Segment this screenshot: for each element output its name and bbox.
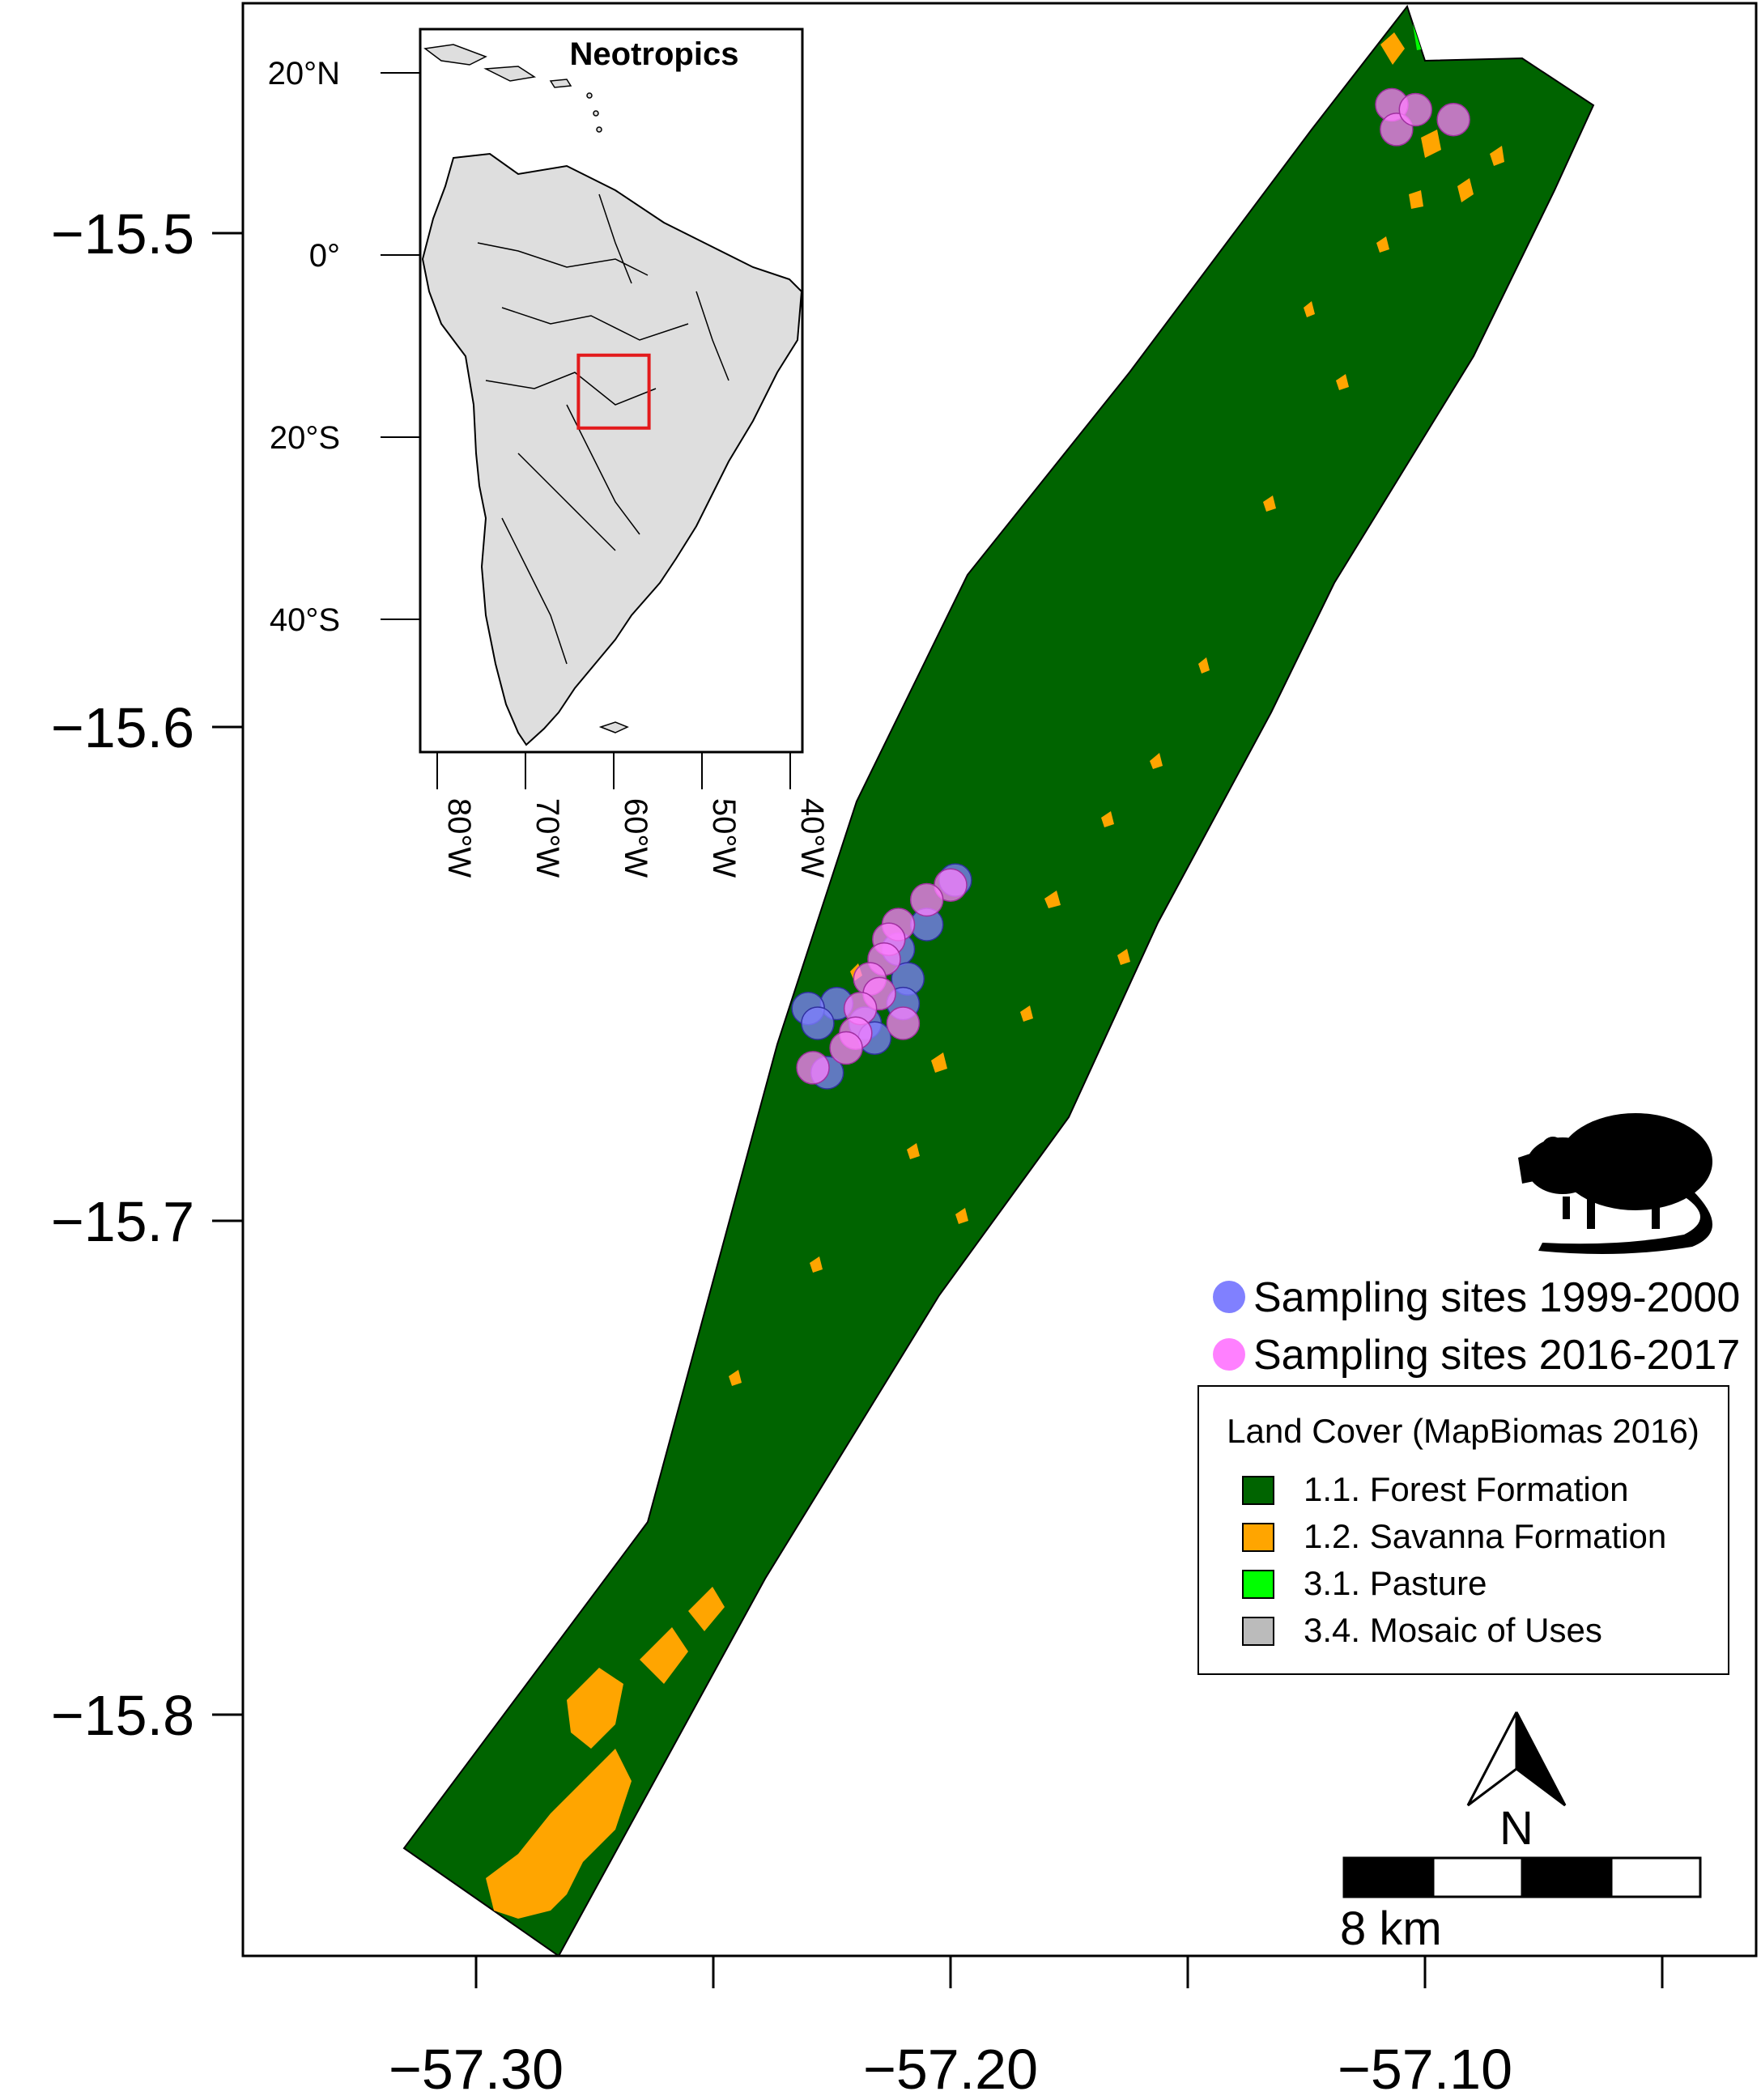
x-tick-label-4: −57.10	[1338, 2038, 1512, 2100]
falkland-islands	[598, 721, 629, 733]
plot-frame	[241, 2, 1758, 1958]
y-tick-label-1: −15.6	[51, 696, 194, 759]
rat-silhouette-icon	[1518, 1113, 1712, 1254]
inset-lat-axis: 20°N 0° 20°S 40°S	[268, 56, 420, 638]
site-2016-1	[909, 882, 944, 917]
sampling-sites	[791, 87, 1470, 1090]
north-arrow-label: N	[1499, 1802, 1533, 1855]
land-cover-label-0: 1.1. Forest Formation	[1304, 1470, 1628, 1508]
land-cover-label-3: 3.4. Mosaic of Uses	[1304, 1611, 1602, 1649]
land-cover-swatch-2	[1242, 1570, 1274, 1599]
inset-title: Neotropics	[570, 36, 739, 72]
study-area-box	[576, 353, 651, 430]
x-tick-label-0: −57.30	[389, 2038, 564, 2100]
x-axis: −57.30 −57.20 −57.10	[389, 1956, 1664, 2100]
caribbean-islands	[423, 44, 602, 133]
legend-marker-2016	[1213, 1338, 1245, 1371]
inset-lat-label-3: 40°S	[270, 602, 340, 638]
site-2016-9	[829, 1031, 863, 1065]
inset-lon-axis: 80°W 70°W 60°W 50°W 40°W	[436, 752, 830, 878]
site-2016-11	[886, 1006, 921, 1040]
inset-lon-label-4: 40°W	[794, 798, 830, 878]
site-2016-10	[796, 1051, 830, 1085]
site-2016-15	[1436, 102, 1470, 137]
savanna-patches	[486, 32, 1504, 1919]
land-cover-legend-title: Land Cover (MapBiomas 2016)	[1227, 1412, 1699, 1450]
land-cover-legend-frame	[1197, 1385, 1729, 1675]
land-cover-legend: Land Cover (MapBiomas 2016) 1.1. Forest …	[1197, 1385, 1729, 1675]
inset-lat-label-1: 0°	[309, 238, 340, 274]
south-america-shape	[421, 152, 803, 746]
inset-lat-label-0: 20°N	[268, 56, 340, 91]
inset-lon-label-3: 50°W	[706, 798, 742, 878]
y-tick-label-2: −15.7	[51, 1190, 194, 1253]
inset-map: Neotropics 20°N 0° 20°S 40°S 80°W 70°W 60°W 50…	[268, 28, 830, 878]
legend-label-2016: Sampling sites 2016-2017	[1253, 1332, 1740, 1379]
sampling-legend: Sampling sites 1999-2000 Sampling sites …	[1213, 1274, 1740, 1379]
x-tick-label-2: −57.20	[863, 2038, 1038, 2100]
land-cover-swatch-1	[1242, 1523, 1274, 1552]
scale-bar-label: 8 km	[1340, 1902, 1442, 1955]
scale-bar: 8 km	[1340, 1856, 1702, 1955]
land-cover-swatch-0	[1242, 1476, 1274, 1505]
north-arrow-icon: N	[1466, 1711, 1567, 1855]
site-1999-8	[801, 1006, 835, 1040]
study-area-polygon	[402, 4, 1595, 1958]
y-tick-label-0: −15.5	[51, 202, 194, 266]
legend-label-1999: Sampling sites 1999-2000	[1253, 1274, 1740, 1321]
site-2016-14	[1398, 92, 1433, 127]
inset-lat-label-2: 20°S	[270, 420, 340, 456]
land-cover-swatch-3	[1242, 1617, 1274, 1646]
land-cover-label-2: 3.1. Pasture	[1304, 1564, 1487, 1602]
inset-lon-label-0: 80°W	[441, 798, 477, 878]
legend-marker-1999	[1213, 1281, 1245, 1313]
inset-lon-label-1: 70°W	[530, 798, 565, 878]
y-axis: −15.5 −15.6 −15.7 −15.8	[51, 202, 243, 1747]
land-cover-label-1: 1.2. Savanna Formation	[1304, 1517, 1666, 1555]
inset-lon-label-2: 60°W	[618, 798, 653, 878]
y-tick-label-3: −15.8	[51, 1684, 194, 1747]
